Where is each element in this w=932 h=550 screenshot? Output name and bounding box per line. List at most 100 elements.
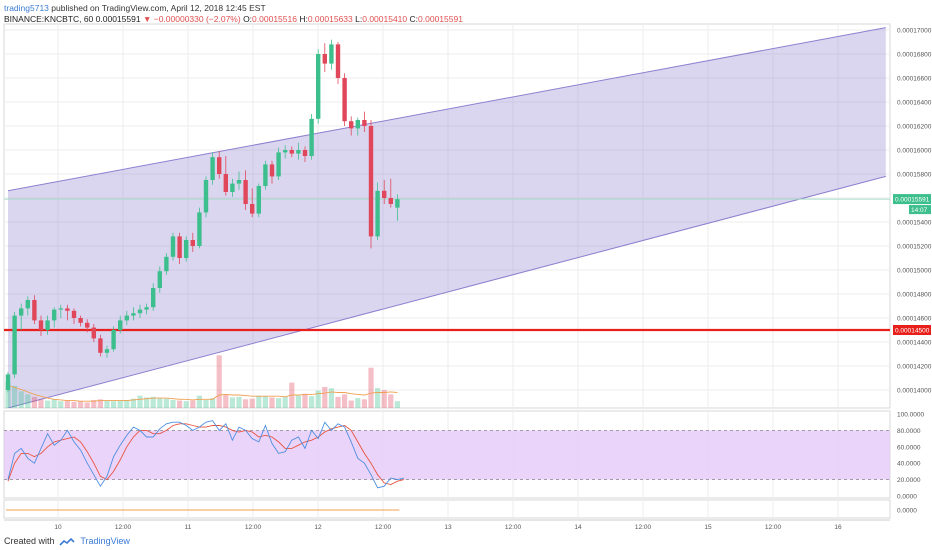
close-value: 0.00015591	[418, 14, 463, 24]
candle-body	[184, 240, 189, 258]
volume-bar	[137, 395, 143, 408]
countdown-tag	[909, 205, 931, 215]
price-tick-label: 0.00015800	[897, 172, 932, 179]
volume-bar	[229, 397, 235, 408]
volume-bar	[170, 399, 176, 408]
candle-body	[91, 327, 96, 339]
volume-bar	[216, 355, 222, 408]
volume-bar	[12, 385, 18, 408]
candle-body	[382, 190, 387, 198]
candle-body	[296, 150, 301, 154]
price-pane	[3, 23, 891, 409]
stoch-tick-label: 60.0000	[897, 444, 921, 451]
candle-body	[316, 54, 321, 119]
candle-body	[85, 322, 90, 328]
channel-lower-line	[7, 175, 886, 408]
volume-bar	[203, 399, 209, 408]
candle-body	[322, 54, 327, 64]
volume-bar	[348, 400, 354, 408]
candle-body	[243, 180, 248, 204]
volume-bar	[31, 396, 37, 408]
candle-body	[289, 150, 294, 154]
candle-body	[5, 374, 11, 390]
candle-body	[368, 126, 374, 237]
candle-body	[223, 174, 228, 192]
candle-body	[45, 320, 50, 330]
candle-body	[335, 44, 341, 78]
price-tick-label: 0.00016400	[897, 100, 932, 107]
volume-ma-line	[7, 385, 398, 402]
support-price-tag-label: 0.00014500	[895, 328, 930, 335]
candle-body	[164, 256, 169, 272]
publisher-username[interactable]: trading5713	[4, 3, 49, 13]
candle-body	[375, 190, 380, 237]
candle-body	[65, 308, 70, 311]
published-note: published on TradingView.com, April 12, …	[51, 3, 266, 13]
stoch-tick-label: 0.0000	[897, 494, 917, 501]
volume-bar	[315, 390, 321, 408]
price-tick-label: 0.00016000	[897, 148, 932, 155]
candle-body	[349, 121, 354, 129]
candle-body	[58, 308, 63, 310]
candle-body	[217, 157, 222, 174]
time-tick-label: 12:00	[245, 524, 262, 531]
volume-bar	[157, 398, 163, 408]
volume-bar	[388, 394, 394, 408]
volume-bar	[249, 398, 255, 408]
price-tick-label: 0.00016800	[897, 52, 932, 59]
volume-bar	[243, 399, 249, 408]
time-tick-label: 10	[54, 524, 62, 531]
volume-bar	[150, 396, 156, 408]
candle-body	[170, 236, 176, 257]
volume-group	[5, 355, 400, 408]
volume-bar	[64, 400, 70, 408]
candle-body	[118, 320, 123, 330]
volume-bar	[381, 390, 387, 408]
candle-body	[104, 349, 110, 353]
time-tick-label: 15	[704, 524, 712, 531]
stoch-k-line	[7, 420, 405, 489]
stoch-d-line	[7, 423, 405, 485]
candle-body	[210, 157, 215, 180]
candle-body	[250, 204, 255, 214]
volume-bar	[262, 396, 268, 408]
time-tick-label: 13	[444, 524, 452, 531]
time-tick-label: 12:00	[765, 524, 782, 531]
volume-bar	[177, 400, 183, 408]
volume-bar	[71, 401, 77, 408]
open-value: 0.00015516	[252, 14, 297, 24]
candle-body	[283, 150, 288, 153]
volume-bar	[190, 400, 196, 408]
stoch-tick-label: 80.0000	[897, 428, 921, 435]
candle-body	[111, 330, 116, 350]
price-tick-label: 0.00014200	[897, 364, 932, 371]
volume-bar	[236, 396, 242, 408]
volume-bar	[25, 394, 31, 408]
symbol-label[interactable]: BINANCE:KNCBTC, 60	[4, 14, 94, 24]
candles-group	[5, 39, 400, 393]
chart-header-line1: trading5713 published on TradingView.com…	[4, 3, 266, 13]
candle-body	[197, 212, 202, 246]
volume-bar	[322, 386, 328, 408]
tradingview-brand[interactable]: TradingView	[80, 536, 130, 546]
close-label: C:	[409, 14, 419, 24]
volume-bar	[45, 400, 51, 408]
volume-bar	[394, 401, 400, 408]
low-label: L:	[355, 14, 363, 24]
price-tick-label: 0.00014600	[897, 316, 932, 323]
candle-body	[309, 118, 314, 156]
candle-body	[71, 310, 77, 318]
time-tick-label: 12:00	[505, 524, 522, 531]
time-tick-label: 12	[314, 524, 322, 531]
volume-bar	[91, 399, 97, 408]
candle-body	[329, 44, 334, 64]
candle-body	[388, 198, 393, 204]
last-price-tag-label: 0.00015591	[895, 197, 930, 204]
volume-bar	[163, 398, 169, 408]
volume-bar	[355, 398, 361, 408]
high-value: 0.00015633	[307, 14, 353, 24]
time-tick-label: 14	[574, 524, 582, 531]
volume-bar	[38, 399, 44, 408]
candle-body	[157, 271, 162, 288]
